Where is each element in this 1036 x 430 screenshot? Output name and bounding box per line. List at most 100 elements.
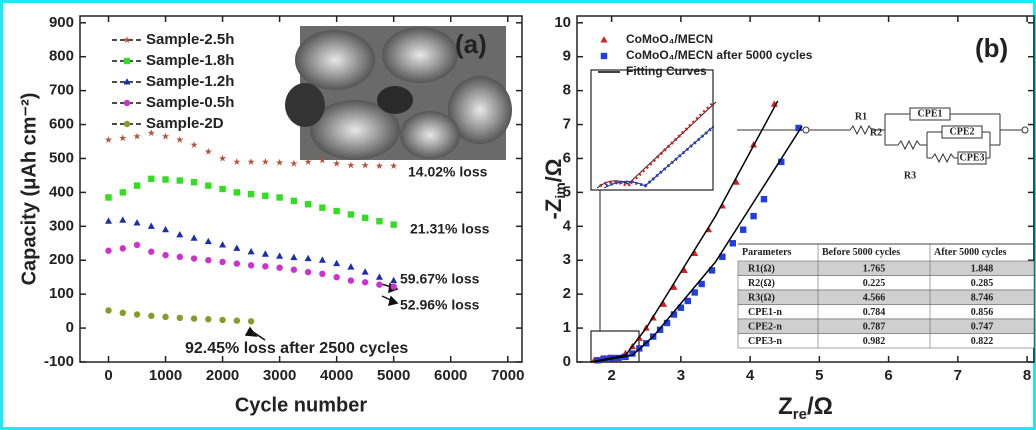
- marker-circle: [148, 313, 154, 319]
- y-tick-label: 900: [49, 14, 74, 31]
- marker-star: [133, 133, 140, 140]
- x-tick-label: 5: [815, 367, 823, 384]
- marker-triangle: [362, 268, 369, 274]
- marker-circle: [134, 242, 140, 248]
- table-cell: 0.787: [863, 322, 886, 333]
- table-header: Before 5000 cycles: [822, 247, 900, 258]
- marker-triangle: [205, 238, 212, 244]
- x-axis-title: Zre/Ω: [778, 393, 833, 423]
- table-cell: 1.848: [971, 264, 994, 275]
- marker-circle: [177, 254, 183, 260]
- legend-label: Sample-2.5h: [146, 31, 234, 48]
- marker-circle: [305, 269, 311, 275]
- y-tick-label: 7: [563, 116, 571, 133]
- marker-circle: [390, 283, 396, 289]
- y-tick-label: 700: [49, 82, 74, 99]
- legend-label: Fitting Curves: [626, 64, 707, 78]
- marker-circle: [219, 259, 225, 265]
- page: -100010020030040050060070080090001000200…: [0, 0, 1036, 430]
- marker-circle: [262, 263, 268, 269]
- y-tick-label: 3: [563, 251, 571, 268]
- x-tick-label: 5000: [377, 367, 410, 384]
- marker-circle: [291, 267, 297, 273]
- marker-square: [333, 208, 339, 214]
- annotation: 52.96% loss: [400, 297, 480, 313]
- table-cell: 0.856: [971, 307, 994, 318]
- y-axis-title-part: /Ω: [541, 159, 566, 183]
- table-cell: 0.747: [971, 322, 994, 333]
- marker-star: [362, 161, 369, 168]
- table-cell: 8.746: [971, 293, 994, 304]
- marker-star: [333, 160, 340, 167]
- y-tick-label: 800: [49, 48, 74, 65]
- marker-circle: [205, 316, 211, 322]
- table-cell: 1.765: [863, 264, 886, 275]
- y-axis-title-part: im: [552, 182, 568, 198]
- panel-label: (b): [975, 33, 1008, 63]
- table-cell: 0.822: [971, 336, 994, 347]
- marker-circle: [148, 249, 154, 255]
- marker-triangle: [119, 216, 126, 222]
- y-tick-label: 200: [49, 251, 74, 268]
- marker-triangle: [600, 36, 607, 42]
- marker-triangle: [248, 248, 255, 254]
- marker-circle: [134, 311, 140, 317]
- marker-square: [291, 198, 297, 204]
- marker-square: [390, 221, 396, 227]
- marker-circle: [124, 121, 130, 127]
- marker-star: [376, 162, 383, 169]
- marker-square: [761, 196, 767, 202]
- marker-triangle: [176, 231, 183, 237]
- marker-circle: [105, 248, 111, 254]
- x-axis-title: Cycle number: [235, 394, 367, 416]
- marker-triangle: [148, 222, 155, 228]
- panel-label: (a): [455, 29, 487, 59]
- marker-circle: [191, 255, 197, 261]
- x-tick-label: 0: [104, 367, 112, 384]
- y-axis-title-part: -Z: [541, 199, 566, 220]
- marker-triangle: [376, 273, 383, 279]
- marker-square: [248, 191, 254, 197]
- marker-triangle: [191, 234, 198, 240]
- y-tick-label: -100: [44, 353, 74, 370]
- marker-square: [191, 179, 197, 185]
- marker-circle: [120, 245, 126, 251]
- marker-triangle: [390, 277, 397, 283]
- x-axis-title-part: /Ω: [807, 393, 833, 420]
- legend-label: CoMoO₄/MECN: [626, 32, 713, 46]
- y-tick-label: 400: [49, 183, 74, 200]
- annotation: 92.45% loss after 2500 cycles: [185, 340, 408, 357]
- circuit-label: R3: [904, 170, 916, 181]
- y-axis-title: Capacity (μAh cm⁻²): [18, 93, 40, 286]
- marker-star: [176, 136, 183, 143]
- marker-square: [219, 186, 225, 192]
- marker-star: [219, 155, 226, 162]
- table-cell: R1(Ω): [748, 264, 775, 275]
- marker-triangle: [233, 245, 240, 251]
- marker-triangle: [305, 255, 312, 261]
- marker-star: [390, 162, 397, 169]
- marker-square: [134, 182, 140, 188]
- x-tick-label: 2000: [206, 367, 239, 384]
- marker-square: [105, 194, 111, 200]
- marker-square: [601, 53, 607, 59]
- y-tick-label: 8: [563, 82, 571, 99]
- marker-circle: [348, 277, 354, 283]
- marker-square: [750, 213, 756, 219]
- marker-square: [740, 227, 746, 233]
- y-tick-label: 0: [66, 319, 74, 336]
- y-tick-label: 2: [563, 285, 571, 302]
- marker-square: [162, 176, 168, 182]
- marker-triangle: [162, 226, 169, 232]
- marker-circle: [105, 307, 111, 313]
- marker-star: [347, 161, 354, 168]
- table-cell: CPE2-n: [748, 322, 782, 333]
- marker-triangle: [134, 219, 141, 225]
- table-cell: R2(Ω): [748, 278, 775, 289]
- marker-star: [105, 136, 112, 143]
- marker-triangle: [276, 252, 283, 258]
- table-cell: 0.285: [971, 278, 994, 289]
- marker-circle: [162, 252, 168, 258]
- marker-square: [262, 193, 268, 199]
- legend-label: Sample-1.8h: [146, 52, 234, 69]
